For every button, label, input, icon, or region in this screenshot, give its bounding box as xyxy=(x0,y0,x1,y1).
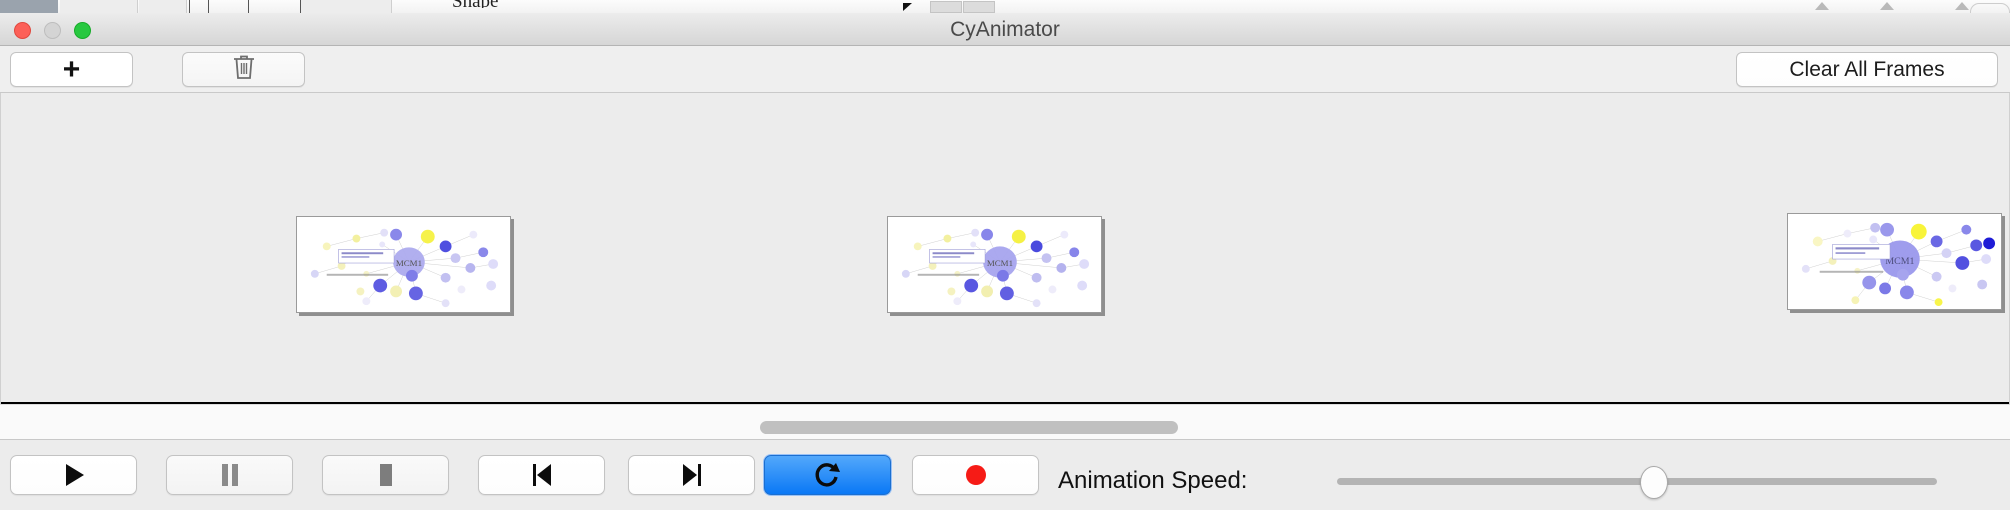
background-cell xyxy=(930,1,962,13)
loop-icon xyxy=(814,460,842,490)
background-cell xyxy=(139,0,187,13)
animation-speed-slider-knob[interactable] xyxy=(1640,466,1668,499)
frame-thumbnail-3[interactable]: MCM1 xyxy=(1787,213,2002,310)
background-cursor-arrow xyxy=(903,3,912,11)
svg-text:MCM1: MCM1 xyxy=(396,258,422,268)
pause-icon xyxy=(218,461,242,489)
skip-to-start-button[interactable] xyxy=(478,455,605,495)
background-rounded-corner xyxy=(1970,3,2010,13)
zoom-button[interactable] xyxy=(74,22,91,39)
frame-toolbar: + Clear All Frames xyxy=(0,46,2010,93)
skip-to-end-button[interactable] xyxy=(628,455,755,495)
background-divider xyxy=(248,0,249,13)
skip-forward-icon xyxy=(679,461,705,489)
clear-all-frames-button[interactable]: Clear All Frames xyxy=(1736,52,1998,87)
record-icon xyxy=(963,462,989,488)
timeline-axis xyxy=(1,402,2009,404)
animation-speed-label: Animation Speed: xyxy=(1058,467,1248,494)
frame-thumbnail-2[interactable]: MCM1 xyxy=(887,216,1102,313)
background-selected-cell xyxy=(0,0,58,13)
background-cell xyxy=(60,0,138,13)
delete-frame-button[interactable] xyxy=(182,52,305,87)
svg-text:MCM1: MCM1 xyxy=(1885,256,1914,267)
clear-all-frames-label: Clear All Frames xyxy=(1789,57,1945,81)
background-divider xyxy=(189,0,190,13)
background-arrow-icon xyxy=(1880,2,1894,10)
timeline-panel[interactable]: MCM1 xyxy=(0,93,2010,404)
graph-tooltip xyxy=(338,249,395,264)
graph-tooltip xyxy=(929,249,986,264)
network-graph-preview: MCM1 xyxy=(1788,214,2001,309)
animation-speed-slider-track[interactable] xyxy=(1337,478,1937,485)
background-window-label: Shape xyxy=(452,0,498,8)
play-icon xyxy=(61,461,87,489)
svg-text:MCM1: MCM1 xyxy=(987,258,1013,268)
window-title-bar: CyAnimator xyxy=(0,13,2010,46)
stop-button[interactable] xyxy=(322,455,449,495)
close-button[interactable] xyxy=(14,22,31,39)
add-frame-button[interactable]: + xyxy=(10,52,133,87)
timeline-scrollbar-thumb[interactable] xyxy=(760,421,1178,434)
playback-toolbar: Animation Speed: xyxy=(0,440,2010,510)
skip-back-icon xyxy=(529,461,555,489)
minimize-button[interactable] xyxy=(44,22,61,39)
background-cell xyxy=(963,1,995,13)
record-button[interactable] xyxy=(912,455,1039,495)
window-title: CyAnimator xyxy=(950,18,1060,41)
graph-tooltip xyxy=(1832,244,1891,260)
background-divider xyxy=(300,0,301,13)
background-arrow-icon xyxy=(1815,2,1829,10)
network-graph-preview: MCM1 xyxy=(297,217,510,312)
graph-nodes: MCM1 xyxy=(901,228,1090,308)
background-divider xyxy=(208,0,209,13)
pause-button[interactable] xyxy=(166,455,293,495)
background-window-strip: Shape xyxy=(0,0,2010,13)
stop-icon xyxy=(374,461,398,489)
frame-thumbnail-1[interactable]: MCM1 xyxy=(296,216,511,313)
background-cell xyxy=(301,0,392,13)
background-arrow-icon xyxy=(1955,2,1969,10)
plus-icon: + xyxy=(62,52,81,86)
loop-button[interactable] xyxy=(764,455,891,495)
network-graph-preview: MCM1 xyxy=(888,217,1101,312)
play-button[interactable] xyxy=(10,455,137,495)
trash-icon xyxy=(232,53,256,86)
graph-nodes: MCM1 xyxy=(1801,222,1996,307)
